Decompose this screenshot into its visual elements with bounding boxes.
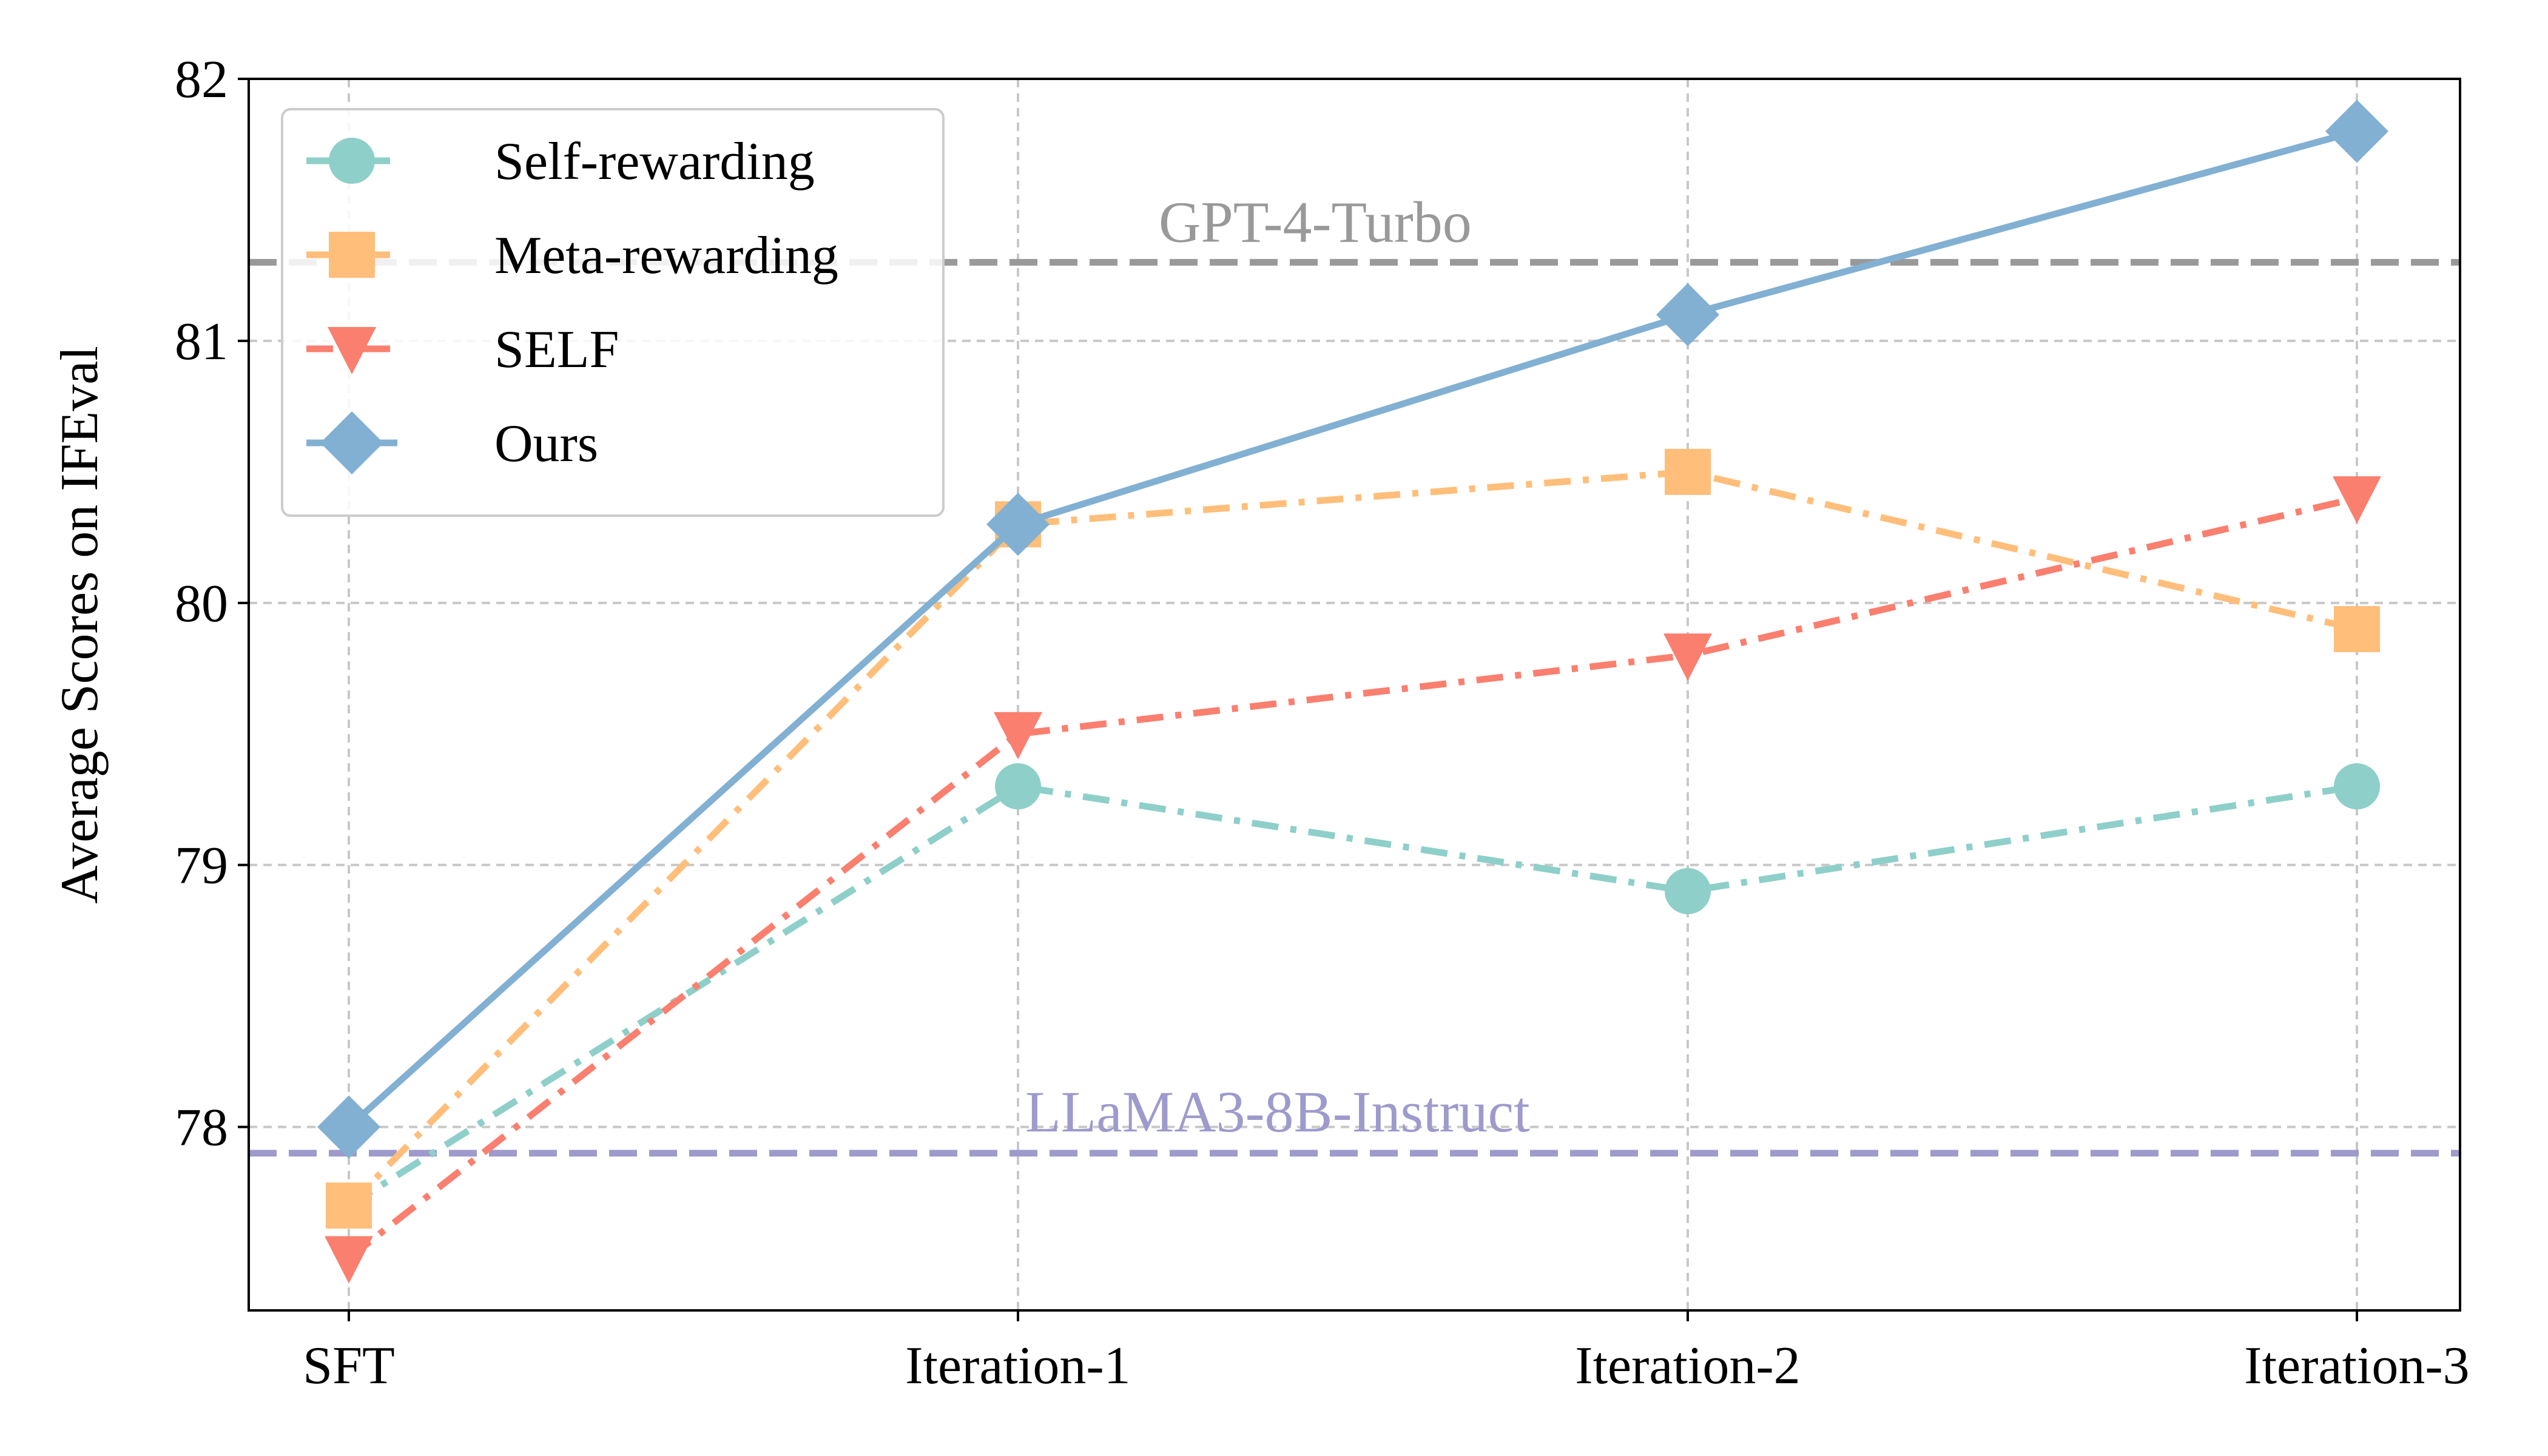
x-tick-label: SFT: [303, 1336, 395, 1395]
legend-item: Self-rewarding: [306, 132, 815, 191]
legend-item: SELF: [306, 320, 619, 379]
y-tick-label: 78: [175, 1099, 228, 1158]
series-line: [346, 494, 2358, 1261]
y-axis: 78 79 80 81 82: [175, 50, 249, 1158]
legend-item: Ours: [306, 411, 598, 474]
legend-label: SELF: [494, 320, 619, 379]
legend-label: Meta-rewarding: [494, 226, 838, 285]
legend-label: Ours: [494, 414, 598, 473]
data-point: [317, 1095, 380, 1159]
x-tick-label: Iteration-1: [905, 1336, 1130, 1395]
data-point: [1665, 868, 1711, 914]
data-point: [2334, 763, 2380, 810]
data-point: [2325, 99, 2388, 163]
series-self-rewarding: [326, 763, 2380, 1229]
legend: Self-rewarding Meta-rewarding SELF Ours: [281, 108, 945, 517]
series-ours: [317, 99, 2388, 1159]
data-point: [1663, 633, 1712, 681]
y-tick-label: 80: [175, 575, 228, 633]
y-axis-label: Average Scores on IFEval: [50, 346, 109, 904]
legend-marker: [328, 327, 376, 374]
legend-box: [281, 108, 945, 517]
x-axis: SFT Iteration-1 Iteration-2 Iteration-3: [303, 1310, 2470, 1395]
reference-line-label: LLaMA3-8B-Instruct: [1025, 1079, 1530, 1144]
series-self: [325, 476, 2381, 1284]
x-tick-label: Iteration-2: [1575, 1336, 1800, 1395]
legend-item: Meta-rewarding: [306, 226, 838, 285]
plot-frame: [248, 78, 2461, 1312]
y-tick-label: 79: [175, 837, 228, 895]
legend-marker: [329, 232, 375, 278]
reference-lines: GPT-4-Turbo LLaMA3-8B-Instruct: [249, 189, 2460, 1157]
data-point: [326, 1182, 372, 1229]
legend-marker: [329, 138, 375, 184]
data-point: [995, 763, 1041, 810]
data-point: [994, 712, 1042, 760]
data-point: [2334, 606, 2380, 653]
data-point: [1656, 283, 1719, 346]
series-line: [346, 468, 2358, 1208]
y-tick-label: 81: [175, 312, 228, 371]
x-tick-label: Iteration-3: [2244, 1336, 2469, 1395]
data-point: [1665, 448, 1711, 495]
y-tick-label: 82: [175, 50, 228, 109]
legend-label: Self-rewarding: [494, 132, 815, 191]
data-point: [986, 493, 1050, 556]
series-line: [346, 128, 2358, 1130]
legend-marker: [320, 411, 383, 474]
data-point: [325, 1236, 373, 1284]
data-point: [2333, 476, 2381, 524]
reference-line-label: GPT-4-Turbo: [1159, 189, 1472, 254]
